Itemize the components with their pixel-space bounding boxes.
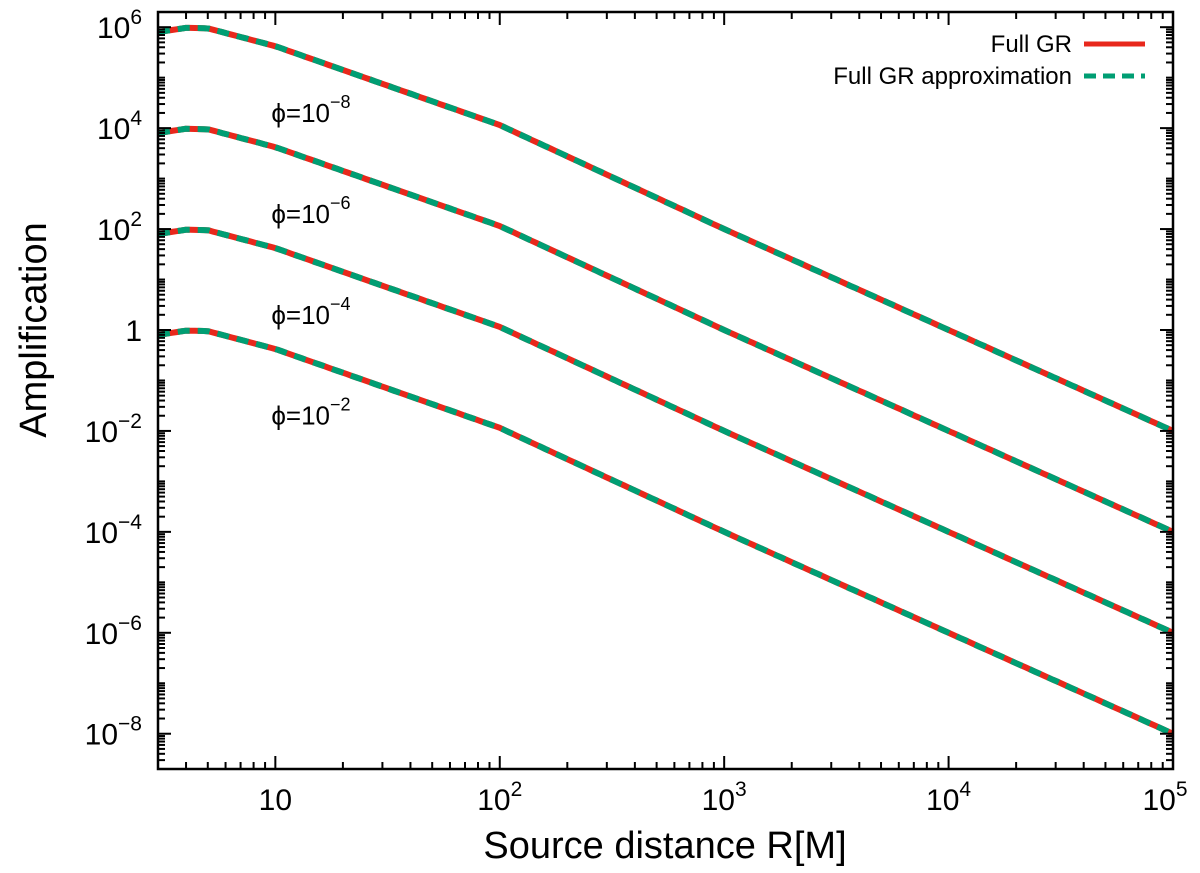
x-tick-label: 104 — [926, 778, 971, 817]
curve-label-phi: ϕ=10−8 — [271, 92, 350, 128]
y-tick-label: 106 — [97, 6, 142, 45]
series-full-gr-approximation-1 — [157, 24, 1175, 434]
y-tick-label: 10−8 — [85, 713, 142, 752]
x-tick-label: 10 — [259, 784, 292, 817]
x-tick-label: 102 — [477, 778, 522, 817]
y-axis-title: Amplification — [13, 222, 55, 437]
y-tick-label: 102 — [97, 208, 142, 247]
series-full-gr-approximation-2 — [157, 125, 1175, 535]
series-full-gr-approximation-4 — [157, 327, 1175, 737]
y-tick-label: 10−6 — [85, 612, 142, 651]
legend-label-full-gr-approximation: Full GR approximation — [833, 63, 1072, 90]
x-tick-label: 105 — [1142, 778, 1187, 817]
series-full-gr-approximation-3 — [157, 226, 1175, 636]
plot-frame — [156, 10, 1175, 771]
y-tick-label: 1 — [125, 315, 142, 348]
x-axis-title: Source distance R[M] — [483, 825, 846, 867]
curve-label-phi: ϕ=10−2 — [271, 395, 350, 431]
y-tick-label: 104 — [97, 107, 142, 146]
curve-label-phi: ϕ=10−6 — [271, 193, 350, 229]
x-tick-label: 103 — [702, 778, 747, 817]
curve-label-phi: ϕ=10−4 — [271, 294, 350, 330]
legend-label-full-gr: Full GR — [991, 31, 1072, 58]
tick-layer — [157, 11, 1174, 770]
legend: Full GR Full GR approximation — [833, 31, 1145, 90]
y-tick-label: 10−2 — [85, 410, 142, 449]
y-tick-label: 10−4 — [85, 511, 143, 550]
series-layer — [157, 24, 1175, 737]
label-layer: 10 102 103 104 105 10−8 10−6 10−4 10−2 1 102 104 106… — [85, 6, 1188, 817]
